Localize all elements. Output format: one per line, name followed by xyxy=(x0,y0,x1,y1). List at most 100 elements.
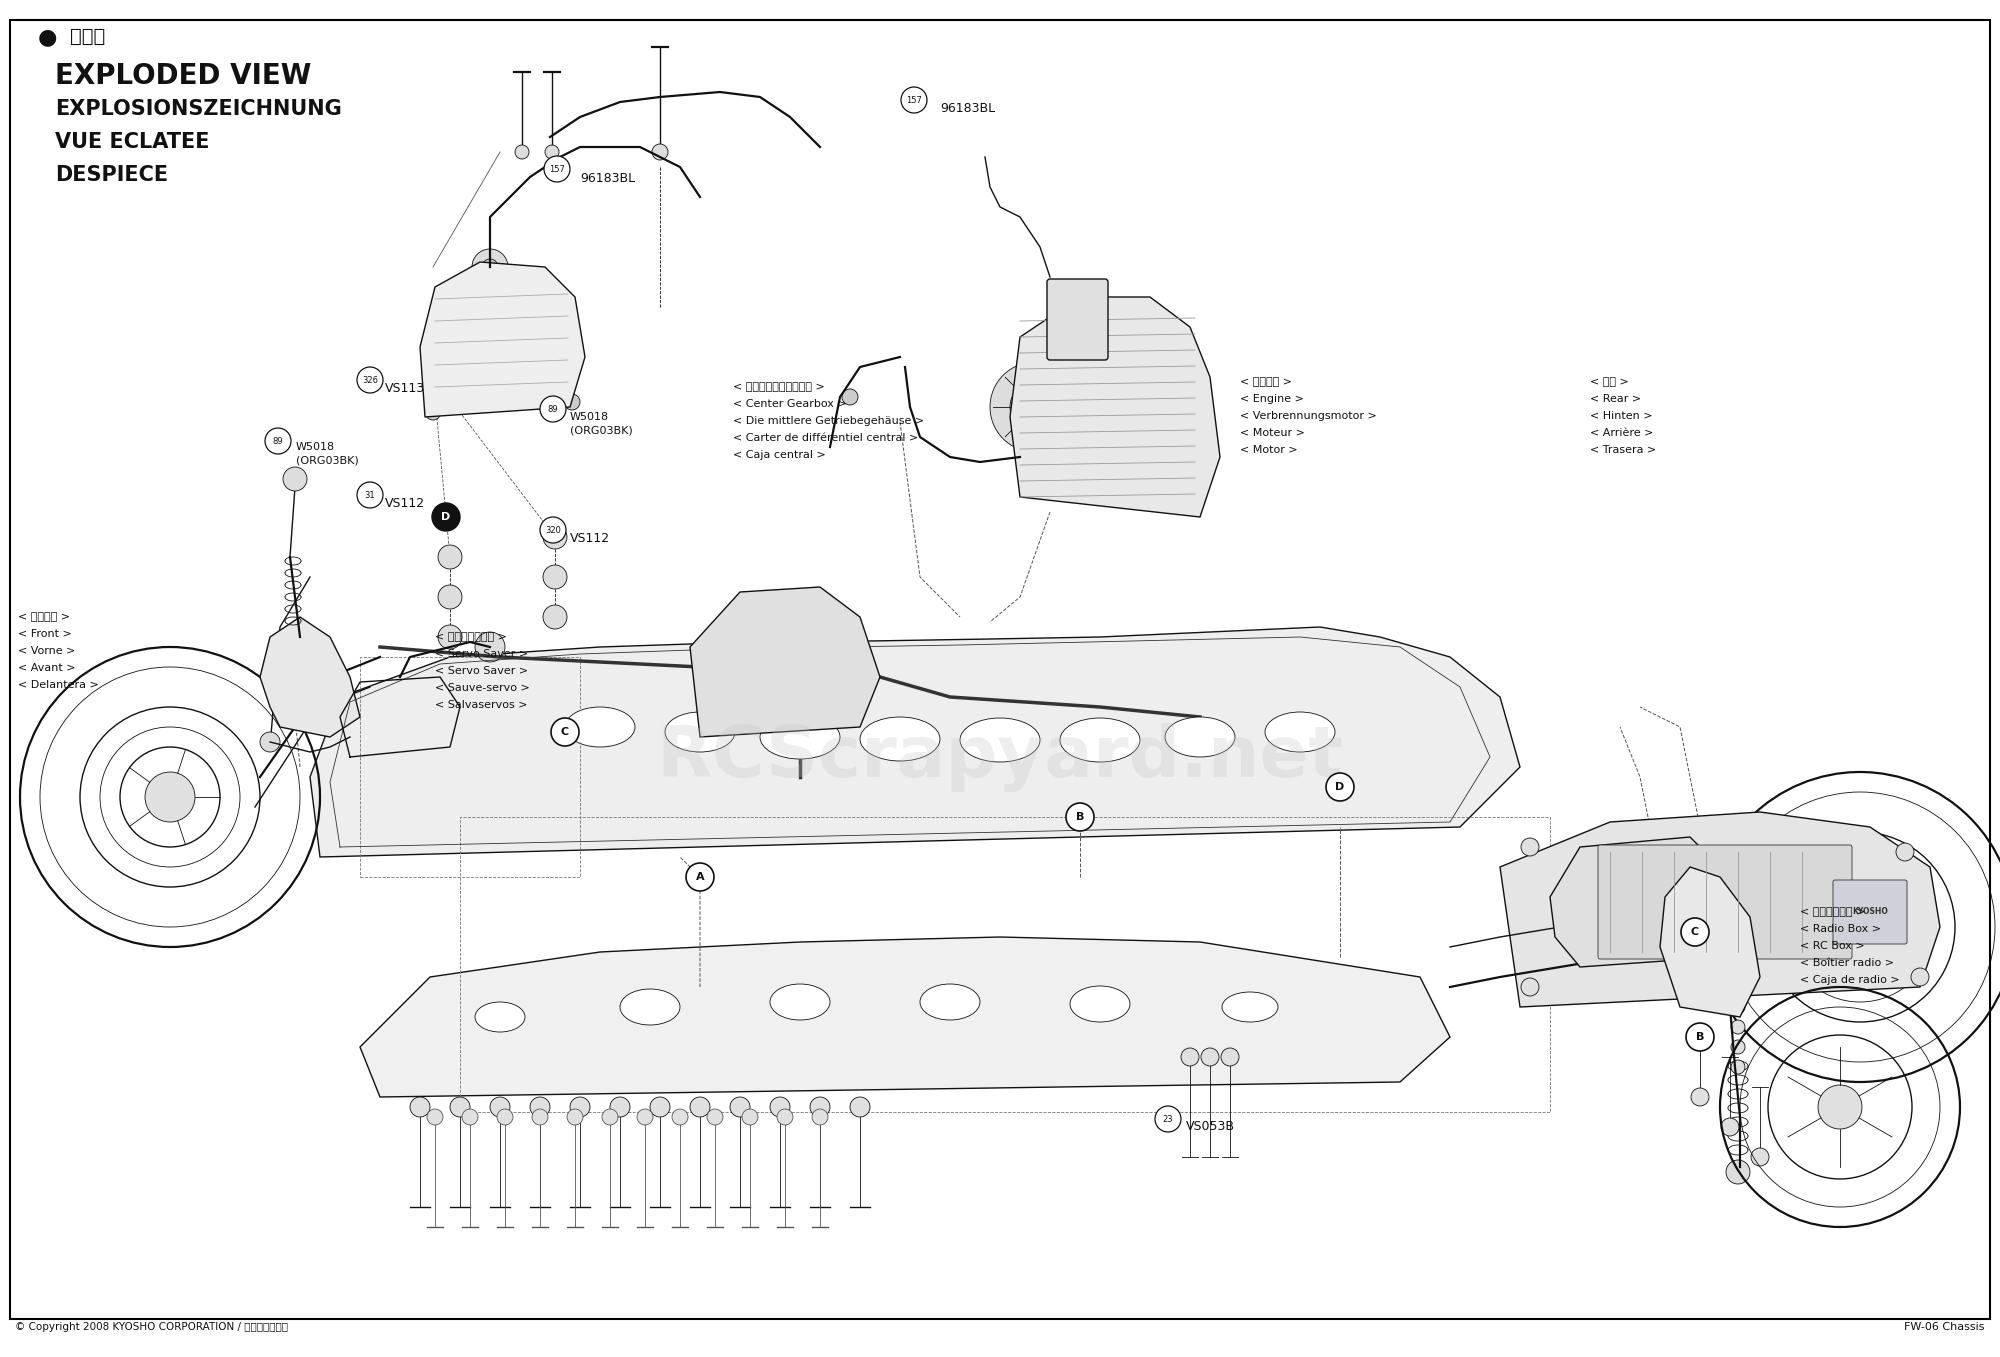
Text: < Rear >: < Rear > xyxy=(1590,394,1642,404)
Text: < Servo Saver >: < Servo Saver > xyxy=(436,666,528,676)
Text: < Hinten >: < Hinten > xyxy=(1590,411,1652,421)
Text: 96183BL: 96183BL xyxy=(940,102,996,115)
Text: < Avant >: < Avant > xyxy=(18,664,76,673)
Circle shape xyxy=(1838,905,1882,949)
Polygon shape xyxy=(1550,837,1740,968)
Circle shape xyxy=(564,394,580,410)
Text: < Center Gearbox >: < Center Gearbox > xyxy=(732,399,846,408)
Text: EXPLOSIONSZEICHNUNG: EXPLOSIONSZEICHNUNG xyxy=(56,99,342,119)
Circle shape xyxy=(636,1109,652,1125)
Circle shape xyxy=(1726,1160,1750,1185)
Text: B: B xyxy=(1696,1033,1704,1042)
Text: 320: 320 xyxy=(546,525,560,535)
Circle shape xyxy=(1912,968,1928,987)
Circle shape xyxy=(672,1109,688,1125)
Text: < サーボセイバー >: < サーボセイバー > xyxy=(436,632,506,642)
Text: < Carter de différentiel central >: < Carter de différentiel central > xyxy=(732,433,918,442)
Circle shape xyxy=(1522,978,1540,996)
Circle shape xyxy=(530,1096,550,1117)
Text: ●: ● xyxy=(38,27,58,47)
Circle shape xyxy=(450,1096,470,1117)
Circle shape xyxy=(568,1109,584,1125)
Text: < Moteur >: < Moteur > xyxy=(1240,427,1304,438)
Text: RCScrapyard.net: RCScrapyard.net xyxy=(656,722,1344,791)
Circle shape xyxy=(428,1109,444,1125)
Circle shape xyxy=(438,585,462,609)
Ellipse shape xyxy=(620,989,680,1025)
Text: C: C xyxy=(1690,927,1700,936)
Circle shape xyxy=(264,427,292,455)
Circle shape xyxy=(424,404,440,421)
Circle shape xyxy=(1220,1048,1240,1067)
Circle shape xyxy=(462,1109,478,1125)
Circle shape xyxy=(1720,1118,1740,1136)
Circle shape xyxy=(1180,1048,1200,1067)
Ellipse shape xyxy=(960,718,1040,763)
Text: < Arrière >: < Arrière > xyxy=(1590,427,1654,438)
Text: 96183BL: 96183BL xyxy=(580,172,636,185)
Text: W5018
(ORG03BK): W5018 (ORG03BK) xyxy=(570,413,632,436)
Ellipse shape xyxy=(760,715,840,759)
Text: < メカボックス >: < メカボックス > xyxy=(1800,906,1866,917)
Ellipse shape xyxy=(664,712,736,752)
Circle shape xyxy=(570,1096,590,1117)
Ellipse shape xyxy=(1266,712,1336,752)
Ellipse shape xyxy=(1070,987,1130,1022)
Text: EXPLODED VIEW: EXPLODED VIEW xyxy=(56,62,312,90)
Circle shape xyxy=(990,362,1080,452)
Circle shape xyxy=(356,482,384,508)
Text: < Trasera >: < Trasera > xyxy=(1590,445,1656,455)
Circle shape xyxy=(1010,383,1060,432)
Text: 157: 157 xyxy=(550,164,564,174)
Ellipse shape xyxy=(770,984,830,1020)
Circle shape xyxy=(544,156,570,182)
Circle shape xyxy=(776,1109,792,1125)
Circle shape xyxy=(740,636,820,716)
Circle shape xyxy=(1056,282,1096,322)
Circle shape xyxy=(284,467,308,491)
Circle shape xyxy=(1896,843,1914,860)
Circle shape xyxy=(482,259,498,275)
Circle shape xyxy=(1200,1048,1220,1067)
Text: 89: 89 xyxy=(272,437,284,445)
Circle shape xyxy=(1732,980,1744,993)
Circle shape xyxy=(652,144,668,160)
Text: 23: 23 xyxy=(1162,1114,1174,1124)
Circle shape xyxy=(544,605,568,630)
FancyBboxPatch shape xyxy=(1048,280,1108,360)
Text: < Servo Saver >: < Servo Saver > xyxy=(436,649,528,660)
Ellipse shape xyxy=(1060,718,1140,763)
Circle shape xyxy=(516,145,528,159)
Circle shape xyxy=(1752,1148,1770,1166)
Circle shape xyxy=(610,1096,630,1117)
Text: < RC Box >: < RC Box > xyxy=(1800,940,1864,951)
Text: C: C xyxy=(560,727,570,737)
Circle shape xyxy=(1818,1086,1862,1129)
Ellipse shape xyxy=(1222,992,1278,1022)
Circle shape xyxy=(770,1096,790,1117)
Text: VS112: VS112 xyxy=(570,532,610,546)
FancyBboxPatch shape xyxy=(1832,879,1908,944)
Text: 分解図: 分解図 xyxy=(70,27,106,46)
Polygon shape xyxy=(690,588,880,737)
Circle shape xyxy=(432,503,460,531)
Circle shape xyxy=(812,1109,828,1125)
Text: < Salvaservos >: < Salvaservos > xyxy=(436,700,528,710)
Circle shape xyxy=(532,1109,548,1125)
Text: < エンジン >: < エンジン > xyxy=(1240,377,1292,387)
Text: VUE ECLATEE: VUE ECLATEE xyxy=(56,132,210,152)
Circle shape xyxy=(356,366,384,394)
Text: < リヤ >: < リヤ > xyxy=(1590,377,1628,387)
Circle shape xyxy=(650,1096,670,1117)
Text: < Verbrennungsmotor >: < Verbrennungsmotor > xyxy=(1240,411,1376,421)
Text: A: A xyxy=(696,873,704,882)
Circle shape xyxy=(730,1096,750,1117)
Circle shape xyxy=(1686,1023,1714,1052)
Circle shape xyxy=(1156,1106,1180,1132)
Circle shape xyxy=(490,1096,510,1117)
Text: D: D xyxy=(442,512,450,522)
Text: VS053B: VS053B xyxy=(1186,1120,1236,1133)
Text: FW-06 Chassis: FW-06 Chassis xyxy=(1904,1322,1984,1333)
Circle shape xyxy=(144,772,196,822)
Polygon shape xyxy=(260,617,360,737)
